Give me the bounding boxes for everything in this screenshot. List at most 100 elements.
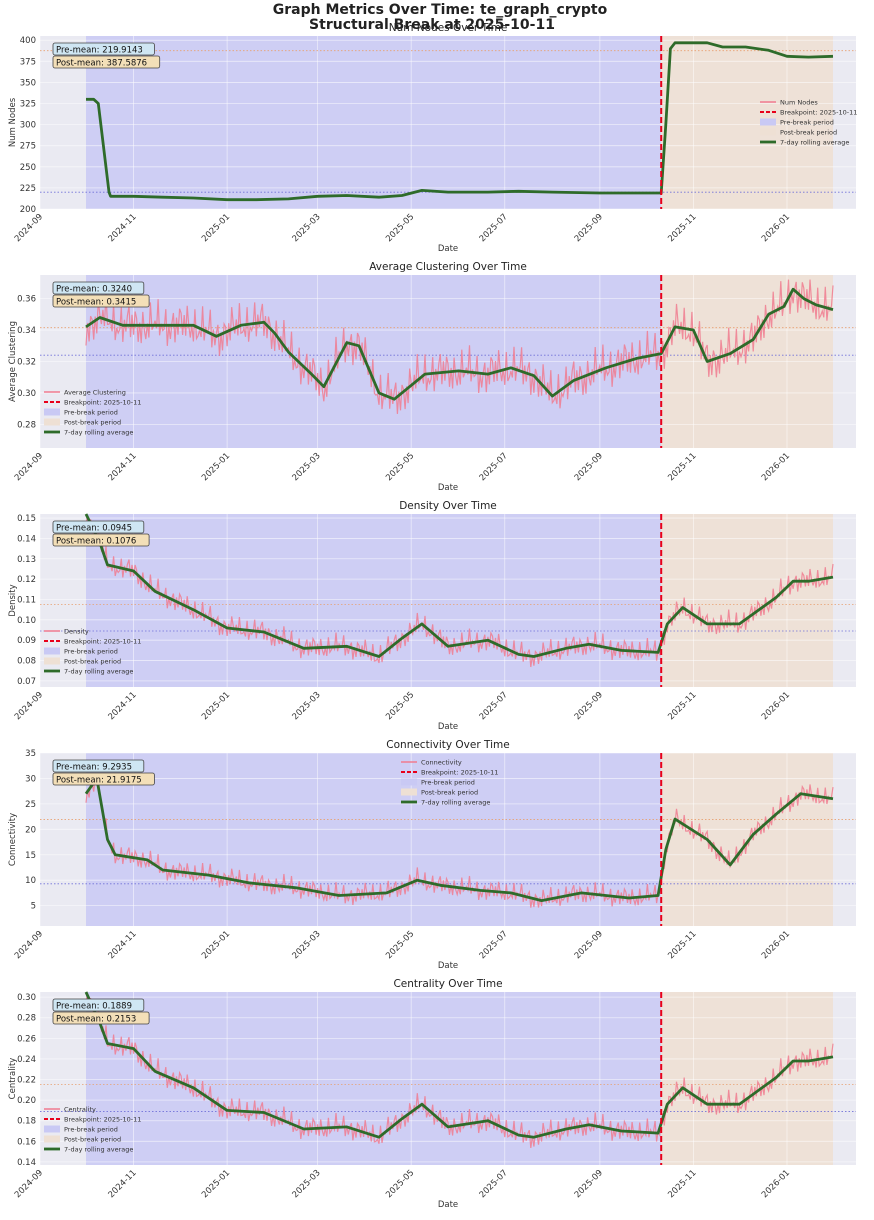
legend-label: Average Clustering bbox=[64, 389, 126, 397]
legend-label: Post-break period bbox=[64, 658, 121, 666]
y-tick-label: 0.14 bbox=[17, 1158, 36, 1168]
y-axis-label: Connectivity bbox=[8, 813, 18, 866]
x-tick-label: 2025-11 bbox=[666, 690, 698, 722]
y-tick-label: 0.32 bbox=[17, 358, 36, 368]
x-tick-label: 2025-05 bbox=[384, 690, 416, 722]
post-mean-box bbox=[52, 55, 161, 69]
x-axis-label: Date bbox=[438, 961, 458, 971]
y-tick-label: 0.13 bbox=[17, 555, 36, 565]
raw-series-line bbox=[85, 279, 834, 414]
y-tick-label: 325 bbox=[20, 100, 36, 110]
post-mean-box bbox=[52, 533, 150, 547]
x-tick-label: 2024-09 bbox=[13, 451, 45, 483]
y-tick-label: 30 bbox=[25, 774, 36, 784]
legend-label: Pre-break period bbox=[64, 409, 118, 417]
y-tick-label: 0.30 bbox=[17, 993, 36, 1003]
legend-swatch bbox=[44, 1135, 60, 1143]
legend-label: 7-day rolling average bbox=[64, 429, 133, 437]
x-tick-label: 2025-03 bbox=[291, 929, 323, 961]
x-tick-label: 2026-01 bbox=[760, 212, 792, 244]
post-mean-box bbox=[52, 1011, 150, 1025]
chart-panel-1: 2024-09 2024-11 2025-01 2025-03 2025-05 2025-… bbox=[8, 22, 857, 254]
x-tick-label: 2025-11 bbox=[666, 929, 698, 961]
x-tick-label: 2025-05 bbox=[384, 929, 416, 961]
x-tick-label: 2025-05 bbox=[384, 451, 416, 483]
y-tick-label: 0.12 bbox=[17, 575, 36, 585]
legend: Num Nodes Breakpoint: 2025-10-11 Pre-break… bbox=[760, 99, 857, 147]
x-tick-label: 2025-03 bbox=[291, 1168, 323, 1200]
x-tick-label: 2025-03 bbox=[291, 690, 323, 722]
x-tick-label: 2025-11 bbox=[666, 1168, 698, 1200]
x-tick-label: 2026-01 bbox=[760, 1168, 792, 1200]
figure-subtitle: Structural Break at 2025-10-11 bbox=[309, 17, 555, 33]
y-tick-label: 20 bbox=[25, 825, 36, 835]
x-tick-label: 2025-01 bbox=[200, 690, 232, 722]
y-tick-label: 25 bbox=[25, 800, 36, 810]
legend-label: Connectivity bbox=[421, 759, 462, 767]
post-mean-label: Post-mean: 0.3415 bbox=[56, 298, 136, 308]
x-tick-label: 2025-07 bbox=[478, 212, 510, 244]
pre-mean-label: Pre-mean: 0.0945 bbox=[56, 524, 132, 534]
legend-label: Pre-break period bbox=[64, 1126, 118, 1134]
y-tick-label: 0.24 bbox=[17, 1055, 36, 1065]
post-break-region bbox=[661, 514, 833, 687]
legend-label: Breakpoint: 2025-10-11 bbox=[421, 769, 498, 777]
x-tick-label: 2025-11 bbox=[666, 212, 698, 244]
legend: Centrality Breakpoint: 2025-10-11 Pre-brea… bbox=[44, 1106, 141, 1154]
x-tick-label: 2024-11 bbox=[107, 1168, 139, 1200]
post-break-region bbox=[661, 753, 833, 926]
y-tick-label: 0.07 bbox=[17, 677, 36, 687]
y-axis-label: Average Clustering bbox=[8, 321, 18, 402]
raw-series-line bbox=[85, 993, 834, 1148]
x-tick-label: 2025-07 bbox=[478, 451, 510, 483]
y-tick-label: 5 bbox=[31, 902, 36, 912]
rolling-average-line bbox=[84, 991, 834, 1139]
y-axis-label: Num Nodes bbox=[8, 97, 18, 147]
post-break-region bbox=[661, 992, 833, 1165]
x-tick-label: 2024-09 bbox=[13, 929, 45, 961]
x-tick-label: 2025-07 bbox=[478, 1168, 510, 1200]
x-tick-label: 2025-01 bbox=[200, 1168, 232, 1200]
x-tick-label: 2025-01 bbox=[200, 451, 232, 483]
legend-swatch bbox=[760, 118, 776, 126]
y-tick-label: 0.11 bbox=[17, 595, 36, 605]
rolling-average-line bbox=[84, 513, 834, 658]
x-tick-label: 2025-05 bbox=[384, 212, 416, 244]
legend-swatch bbox=[44, 418, 60, 426]
y-tick-label: 0.36 bbox=[17, 295, 36, 305]
chart-title: Centrality Over Time bbox=[393, 978, 502, 990]
x-tick-label: 2025-03 bbox=[291, 212, 323, 244]
y-tick-label: 0.16 bbox=[17, 1137, 36, 1147]
legend-label: Breakpoint: 2025-10-11 bbox=[64, 399, 141, 407]
chart-panel-3: 2024-09 2024-11 2025-01 2025-03 2025-05 2025-… bbox=[8, 500, 856, 732]
y-tick-label: 0.28 bbox=[17, 420, 36, 430]
y-tick-label: 250 bbox=[20, 163, 36, 173]
legend-label: Post-break period bbox=[64, 419, 121, 427]
x-tick-label: 2025-09 bbox=[573, 212, 605, 244]
y-tick-label: 10 bbox=[25, 876, 36, 886]
legend-label: Breakpoint: 2025-10-11 bbox=[64, 638, 141, 646]
x-tick-label: 2025-07 bbox=[478, 929, 510, 961]
legend-label: Pre-break period bbox=[421, 779, 475, 787]
y-tick-label: 0.09 bbox=[17, 636, 36, 646]
x-tick-label: 2026-01 bbox=[760, 690, 792, 722]
post-mean-box bbox=[52, 294, 150, 308]
legend-label: Pre-break period bbox=[64, 648, 118, 656]
legend-swatch bbox=[401, 778, 417, 786]
legend-swatch bbox=[44, 647, 60, 655]
y-tick-label: 0.18 bbox=[17, 1117, 36, 1127]
x-tick-label: 2025-01 bbox=[200, 212, 232, 244]
y-tick-label: 200 bbox=[20, 205, 36, 215]
x-tick-label: 2024-09 bbox=[13, 212, 45, 244]
post-mean-label: Post-mean: 0.1076 bbox=[56, 537, 136, 547]
chart-title: Num Nodes Over Time bbox=[389, 22, 508, 34]
pre-mean-box bbox=[52, 759, 145, 773]
raw-series-line bbox=[85, 777, 834, 908]
chart-panel-2: 2024-09 2024-11 2025-01 2025-03 2025-05 2025-… bbox=[8, 261, 856, 493]
y-tick-label: 0.30 bbox=[17, 389, 36, 399]
x-tick-label: 2024-11 bbox=[107, 451, 139, 483]
y-tick-label: 0.15 bbox=[17, 514, 36, 524]
x-tick-label: 2024-11 bbox=[107, 212, 139, 244]
pre-break-region bbox=[86, 36, 662, 209]
